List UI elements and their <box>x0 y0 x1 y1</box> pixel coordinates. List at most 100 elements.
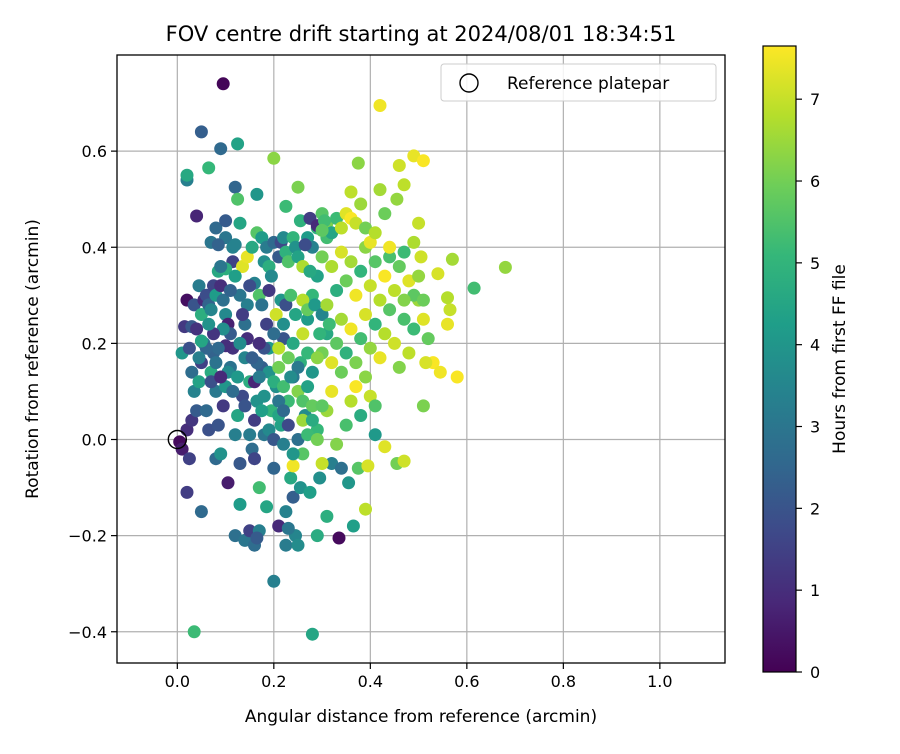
colorbar-tick-label: 2 <box>810 499 820 518</box>
data-point <box>277 332 290 346</box>
data-point <box>383 240 397 254</box>
data-point <box>354 197 368 211</box>
data-point <box>233 336 247 350</box>
data-point <box>202 423 216 437</box>
data-point <box>279 298 293 312</box>
data-point <box>260 317 274 331</box>
data-point <box>204 303 218 317</box>
data-point <box>315 250 329 264</box>
data-point <box>296 293 310 307</box>
data-point <box>342 476 356 490</box>
data-point <box>388 336 401 350</box>
data-point <box>289 308 302 321</box>
reference-platepar-marker <box>167 429 188 450</box>
data-point <box>252 336 266 350</box>
data-point <box>392 260 406 273</box>
data-point <box>310 423 324 437</box>
data-point <box>223 284 237 297</box>
data-point <box>182 341 196 355</box>
data-point <box>330 211 344 225</box>
data-point <box>248 413 261 427</box>
data-point <box>305 413 319 427</box>
data-point <box>368 399 382 413</box>
data-point <box>228 180 242 194</box>
data-point <box>175 442 189 456</box>
data-point <box>354 332 368 346</box>
data-point <box>296 447 310 461</box>
x-tick-label: 0.0 <box>165 672 190 691</box>
data-point <box>248 452 261 466</box>
data-point <box>373 293 387 307</box>
data-point <box>286 447 300 461</box>
data-point <box>349 216 363 230</box>
y-tick-label: 0.4 <box>82 238 107 257</box>
data-point <box>349 380 363 394</box>
data-point <box>498 260 512 274</box>
data-point <box>303 264 317 278</box>
data-point <box>363 389 377 403</box>
data-point <box>354 409 368 422</box>
data-point <box>236 389 249 403</box>
data-point <box>233 216 247 230</box>
legend-marker-icon <box>459 73 479 93</box>
chart-title: FOV centre drift starting at 2024/08/01 … <box>166 22 677 46</box>
colorbar-tick-label: 7 <box>810 90 820 109</box>
data-point <box>281 351 295 365</box>
data-point <box>204 375 218 389</box>
x-tick-label: 0.6 <box>454 672 479 691</box>
data-point <box>219 308 233 321</box>
data-point <box>228 269 242 283</box>
data-point <box>397 293 411 307</box>
data-point <box>296 327 310 341</box>
data-point <box>187 298 201 312</box>
data-point <box>416 154 430 168</box>
data-point <box>373 351 387 365</box>
data-point <box>296 394 310 408</box>
data-point <box>209 356 223 370</box>
data-point <box>187 625 201 639</box>
data-point <box>330 284 344 297</box>
data-point <box>281 418 295 432</box>
data-point <box>277 404 290 418</box>
y-axis-ticks: −0.4 −0.2 0.0 0.2 0.4 0.6 <box>68 142 117 642</box>
data-point <box>392 360 406 374</box>
data-point <box>325 457 339 470</box>
colorbar-tick-label: 1 <box>810 581 820 600</box>
x-tick-label: 0.4 <box>358 672 383 691</box>
data-point <box>199 404 213 418</box>
data-point <box>330 437 344 451</box>
data-point <box>344 185 358 199</box>
data-point <box>412 216 426 230</box>
data-point <box>187 384 201 398</box>
data-point <box>190 322 204 336</box>
data-point <box>298 238 312 252</box>
data-point <box>339 274 353 288</box>
colorbar-label: Hours from first FF file <box>830 264 850 454</box>
data-point <box>441 291 454 305</box>
data-point <box>255 298 269 312</box>
data-point <box>354 264 368 278</box>
x-tick-label: 1.0 <box>647 672 672 691</box>
data-point <box>334 312 348 326</box>
data-point <box>293 481 307 495</box>
data-point <box>397 245 411 259</box>
data-point <box>332 531 346 545</box>
data-point <box>284 288 298 302</box>
data-point <box>373 99 387 112</box>
data-point <box>363 235 377 249</box>
data-point <box>344 322 358 336</box>
data-point <box>407 149 421 163</box>
data-point <box>445 252 459 266</box>
data-point <box>277 437 290 451</box>
data-point <box>296 413 310 427</box>
data-point <box>325 260 339 273</box>
data-point <box>214 447 228 461</box>
data-point <box>281 394 295 408</box>
data-point <box>431 267 445 281</box>
data-point <box>388 284 401 297</box>
data-point <box>194 125 208 139</box>
colorbar-tick-label: 6 <box>810 172 820 191</box>
data-point <box>238 399 252 413</box>
